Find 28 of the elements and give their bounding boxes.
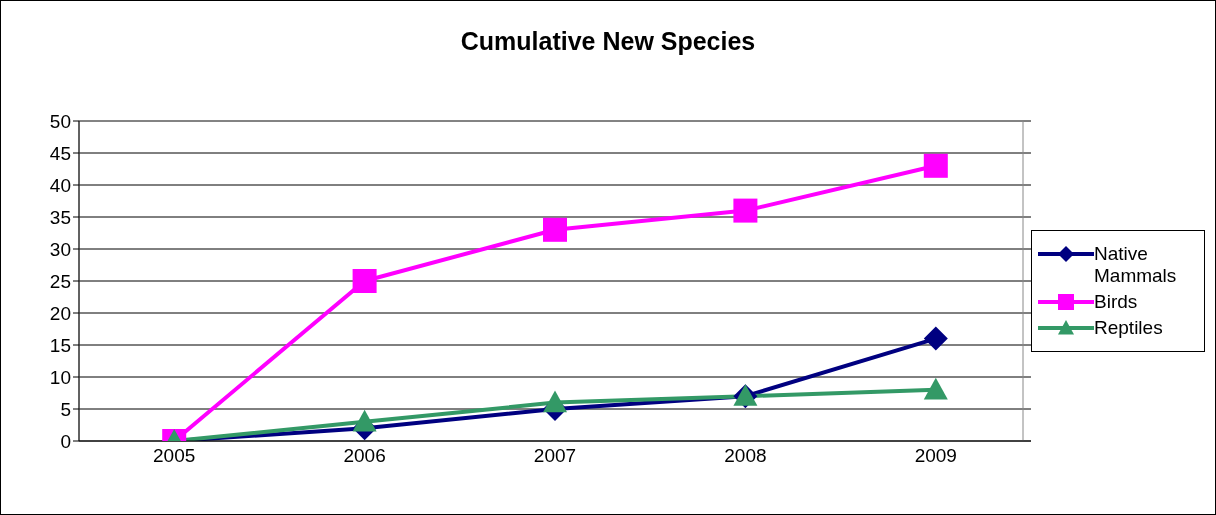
y-tick-label: 35 [49,206,71,228]
point [352,409,377,432]
chart-title: Cumulative New Species [459,27,757,56]
point [923,377,948,400]
y-tick-label: 5 [60,398,71,420]
x-tick-label: 2007 [533,445,577,467]
legend-label: Reptiles [1094,317,1164,339]
y-tick-label: 20 [49,302,71,324]
x-tick-label: 2006 [343,445,386,467]
x-tick-label: 2009 [914,445,957,467]
legend-label: Native Mammals [1094,243,1178,287]
y-tick-label: 45 [49,142,71,164]
y-tick-label: 0 [60,430,71,452]
y-tick-label: 10 [49,366,71,388]
point [923,153,948,178]
point [923,326,948,351]
y-tick-label: 25 [49,270,71,292]
y-tick-label: 50 [49,110,71,132]
x-tick-label: 2008 [724,445,767,467]
y-tick-label: 30 [49,238,71,260]
y-tick-label: 15 [49,334,71,356]
y-tick-label: 40 [49,174,71,196]
point [543,217,567,242]
point [733,198,758,223]
x-tick-label: 2005 [153,445,196,467]
point [352,269,377,293]
point [543,390,567,413]
legend-label: Birds [1094,291,1139,313]
